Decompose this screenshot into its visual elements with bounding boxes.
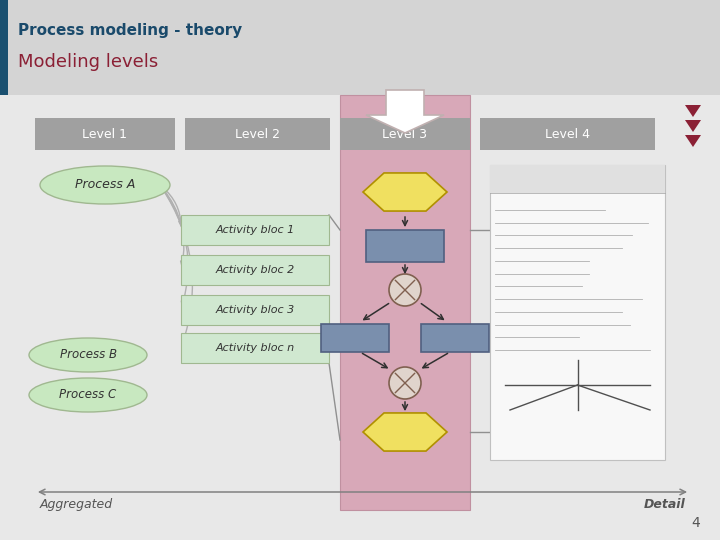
Bar <box>421 324 489 352</box>
Polygon shape <box>685 135 701 147</box>
Text: Level 4: Level 4 <box>545 127 590 140</box>
Ellipse shape <box>29 378 147 412</box>
Bar <box>35 118 175 150</box>
Text: Process B: Process B <box>60 348 117 361</box>
Text: Process C: Process C <box>59 388 117 402</box>
Text: Process modeling - theory: Process modeling - theory <box>18 23 242 37</box>
Text: Level 3: Level 3 <box>382 127 428 140</box>
Bar <box>185 118 330 150</box>
Bar <box>181 215 329 245</box>
Bar <box>490 165 665 460</box>
Bar <box>0 0 720 95</box>
Bar <box>0 95 720 540</box>
FancyArrowPatch shape <box>162 187 183 226</box>
Text: Activity bloc 2: Activity bloc 2 <box>215 265 294 275</box>
Bar <box>321 324 389 352</box>
Ellipse shape <box>40 166 170 204</box>
Polygon shape <box>366 90 444 133</box>
Text: Activity bloc n: Activity bloc n <box>215 343 294 353</box>
Text: Activity bloc 3: Activity bloc 3 <box>215 305 294 315</box>
Circle shape <box>389 367 421 399</box>
Bar <box>340 95 470 510</box>
Text: Level 2: Level 2 <box>235 127 280 140</box>
Bar <box>181 255 329 285</box>
Bar <box>490 165 665 193</box>
Text: Level 1: Level 1 <box>83 127 127 140</box>
Polygon shape <box>685 120 701 132</box>
FancyArrowPatch shape <box>161 187 192 344</box>
Text: Process A: Process A <box>75 179 135 192</box>
Ellipse shape <box>29 338 147 372</box>
Bar <box>181 295 329 325</box>
Polygon shape <box>363 413 447 451</box>
Bar <box>366 230 444 262</box>
Text: 4: 4 <box>691 516 700 530</box>
Circle shape <box>389 274 421 306</box>
Text: Detail: Detail <box>643 498 685 511</box>
FancyArrowPatch shape <box>161 187 188 306</box>
Bar <box>181 333 329 363</box>
Text: Aggregated: Aggregated <box>40 498 113 511</box>
Bar <box>340 118 470 150</box>
Text: Activity bloc 1: Activity bloc 1 <box>215 225 294 235</box>
Bar <box>480 118 655 150</box>
Polygon shape <box>685 105 701 117</box>
Polygon shape <box>363 173 447 211</box>
Text: Modeling levels: Modeling levels <box>18 53 158 71</box>
FancyArrowPatch shape <box>162 187 185 266</box>
Bar <box>0 0 8 95</box>
